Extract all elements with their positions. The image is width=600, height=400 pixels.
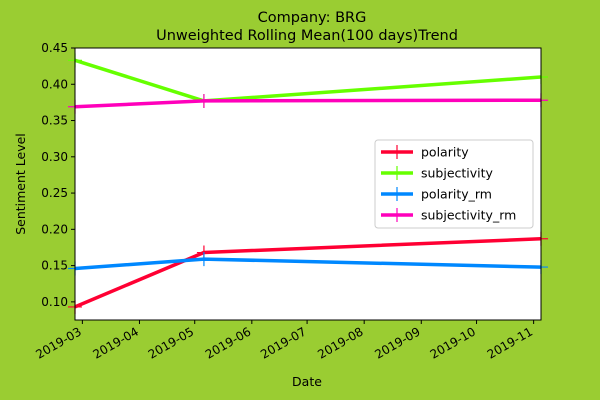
chart-subtitle: Unweighted Rolling Mean(100 days)Trend (156, 28, 458, 44)
x-tick-label: 2019-10 (428, 324, 478, 361)
legend: polarity subjectivity polarity_rm subjectiv… (374, 139, 534, 229)
legend-label-polarity_rm: polarity_rm (421, 187, 492, 202)
y-tick-label: 0.35 (41, 114, 68, 128)
y-tick-label: 0.25 (41, 186, 68, 200)
y-axis-label: Sentiment Level (13, 133, 28, 235)
x-tick-label: 2019-03 (33, 324, 83, 361)
x-tick-label: 2019-11 (485, 324, 535, 361)
x-tick-label: 2019-07 (258, 324, 308, 361)
y-tick-label: 0.10 (41, 295, 68, 309)
plot-frame (74, 47, 542, 321)
legend-box (374, 139, 534, 229)
y-tick-label: 0.20 (41, 222, 68, 236)
x-tick-label: 2019-09 (372, 324, 422, 361)
legend-label-subjectivity_rm: subjectivity_rm (421, 208, 516, 223)
data-point-polarity_rm-1 (196, 252, 211, 267)
y-axis: 0.10 0.15 0.20 0.25 0.30 0.35 0.40 0.45 (41, 41, 75, 309)
x-axis: 2019-03 2019-04 2019-05 2019-06 2019-07 2019-… (33, 320, 535, 362)
legend-label-subjectivity: subjectivity (421, 166, 494, 181)
x-axis-label: Date (292, 374, 322, 389)
x-tick-label: 2019-06 (203, 324, 253, 361)
x-tick-label: 2019-08 (315, 324, 365, 361)
legend-label-polarity: polarity (421, 145, 469, 160)
y-tick-label: 0.30 (41, 150, 68, 164)
data-point-subjectivity_rm-1 (196, 93, 211, 108)
chart-title: Company: BRG (258, 10, 367, 26)
x-tick-label: 2019-04 (91, 324, 141, 361)
y-tick-label: 0.45 (41, 41, 68, 55)
y-tick-label: 0.40 (41, 77, 68, 91)
y-tick-label: 0.15 (41, 259, 68, 273)
x-tick-label: 2019-05 (146, 324, 196, 361)
